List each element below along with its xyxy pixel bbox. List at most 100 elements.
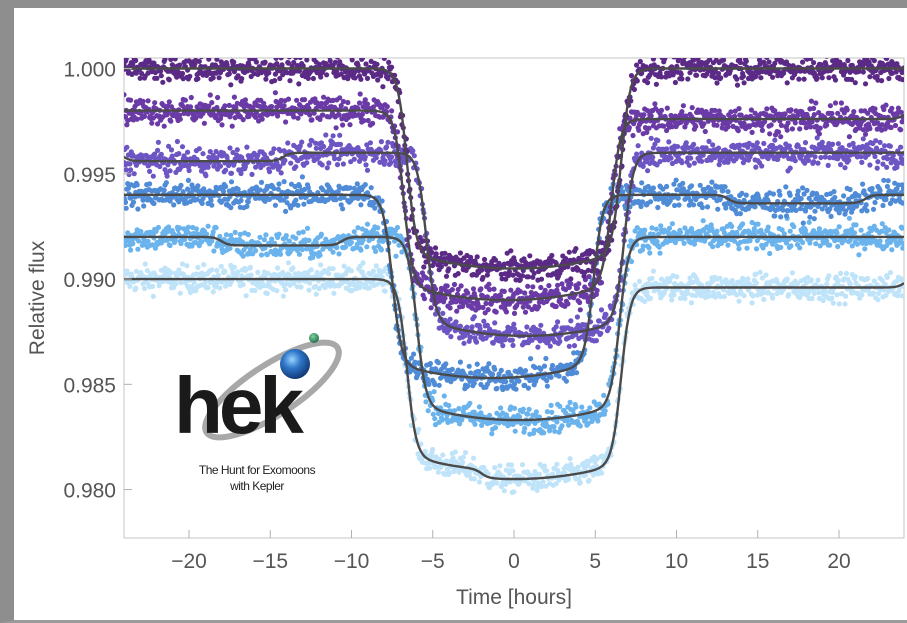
data-point — [646, 245, 652, 251]
data-point — [640, 243, 646, 249]
data-point — [883, 196, 889, 203]
data-point — [595, 418, 601, 424]
data-point — [577, 480, 583, 486]
data-point — [490, 371, 496, 377]
data-point — [485, 307, 491, 313]
data-point — [896, 288, 902, 294]
data-point — [586, 274, 592, 280]
data-point — [705, 288, 711, 294]
data-point — [326, 160, 332, 166]
data-point — [881, 177, 887, 183]
data-point — [206, 103, 212, 109]
data-point — [536, 328, 543, 334]
data-point — [451, 408, 458, 414]
data-point — [185, 111, 191, 117]
data-point — [688, 198, 694, 204]
data-point — [384, 104, 390, 110]
data-point — [218, 112, 224, 118]
data-point — [605, 401, 611, 407]
data-point — [777, 192, 783, 198]
data-point — [155, 147, 161, 153]
data-point — [274, 288, 280, 294]
data-point — [564, 418, 570, 424]
data-point — [760, 245, 766, 251]
data-point — [793, 207, 799, 213]
data-point — [432, 416, 438, 422]
data-point — [457, 323, 463, 329]
data-point — [141, 203, 147, 209]
data-point — [152, 151, 158, 157]
data-point — [568, 318, 574, 324]
data-point — [807, 240, 813, 246]
data-point — [317, 252, 323, 258]
data-point — [750, 293, 756, 299]
data-point — [525, 411, 531, 417]
data-point — [240, 282, 246, 288]
data-point — [271, 146, 277, 152]
data-point — [835, 278, 842, 284]
data-point — [171, 202, 177, 208]
data-point — [598, 470, 605, 476]
data-point — [156, 283, 162, 289]
data-point — [585, 462, 591, 468]
data-point — [882, 281, 888, 287]
data-point — [245, 199, 251, 205]
data-point — [541, 430, 547, 436]
data-point — [864, 208, 870, 214]
data-point — [319, 162, 325, 168]
data-point — [255, 269, 261, 275]
data-point — [666, 225, 673, 231]
data-point — [632, 282, 638, 288]
data-point — [511, 489, 517, 495]
data-point — [575, 464, 581, 470]
data-point — [827, 206, 833, 212]
data-point — [449, 287, 455, 293]
data-point — [231, 94, 237, 100]
data-point — [871, 223, 877, 229]
data-point — [229, 123, 235, 129]
data-point — [373, 248, 379, 254]
data-point — [526, 481, 532, 487]
data-point — [298, 284, 304, 290]
data-point — [227, 245, 233, 251]
data-point — [876, 290, 882, 296]
data-point — [195, 264, 201, 271]
data-point — [800, 185, 806, 191]
data-point — [307, 142, 313, 148]
data-point — [870, 206, 877, 212]
data-point — [326, 114, 333, 120]
data-point — [772, 137, 778, 143]
data-point — [501, 288, 507, 294]
data-point — [302, 97, 308, 103]
data-point — [430, 446, 436, 453]
data-point — [330, 133, 336, 139]
data-point — [234, 147, 240, 153]
data-point — [150, 173, 156, 179]
data-point — [177, 290, 183, 296]
data-point — [532, 364, 538, 371]
data-point — [443, 458, 450, 464]
data-point — [281, 103, 287, 109]
data-point — [636, 187, 643, 193]
data-point — [875, 297, 881, 303]
data-point — [214, 155, 220, 161]
data-point — [301, 201, 307, 207]
data-point — [179, 261, 186, 267]
data-point — [811, 159, 817, 165]
data-point — [283, 287, 289, 293]
data-point — [184, 263, 190, 269]
data-point — [882, 225, 888, 231]
data-point — [579, 404, 585, 410]
data-point — [131, 171, 137, 177]
data-point — [168, 270, 174, 276]
data-point — [634, 151, 640, 157]
data-point — [295, 202, 301, 208]
data-point — [811, 216, 817, 222]
data-point — [462, 449, 469, 456]
data-point — [237, 231, 243, 237]
data-point — [682, 225, 688, 231]
data-point — [567, 399, 573, 405]
data-point — [423, 275, 429, 281]
data-point — [235, 269, 241, 275]
data-point — [313, 291, 319, 297]
